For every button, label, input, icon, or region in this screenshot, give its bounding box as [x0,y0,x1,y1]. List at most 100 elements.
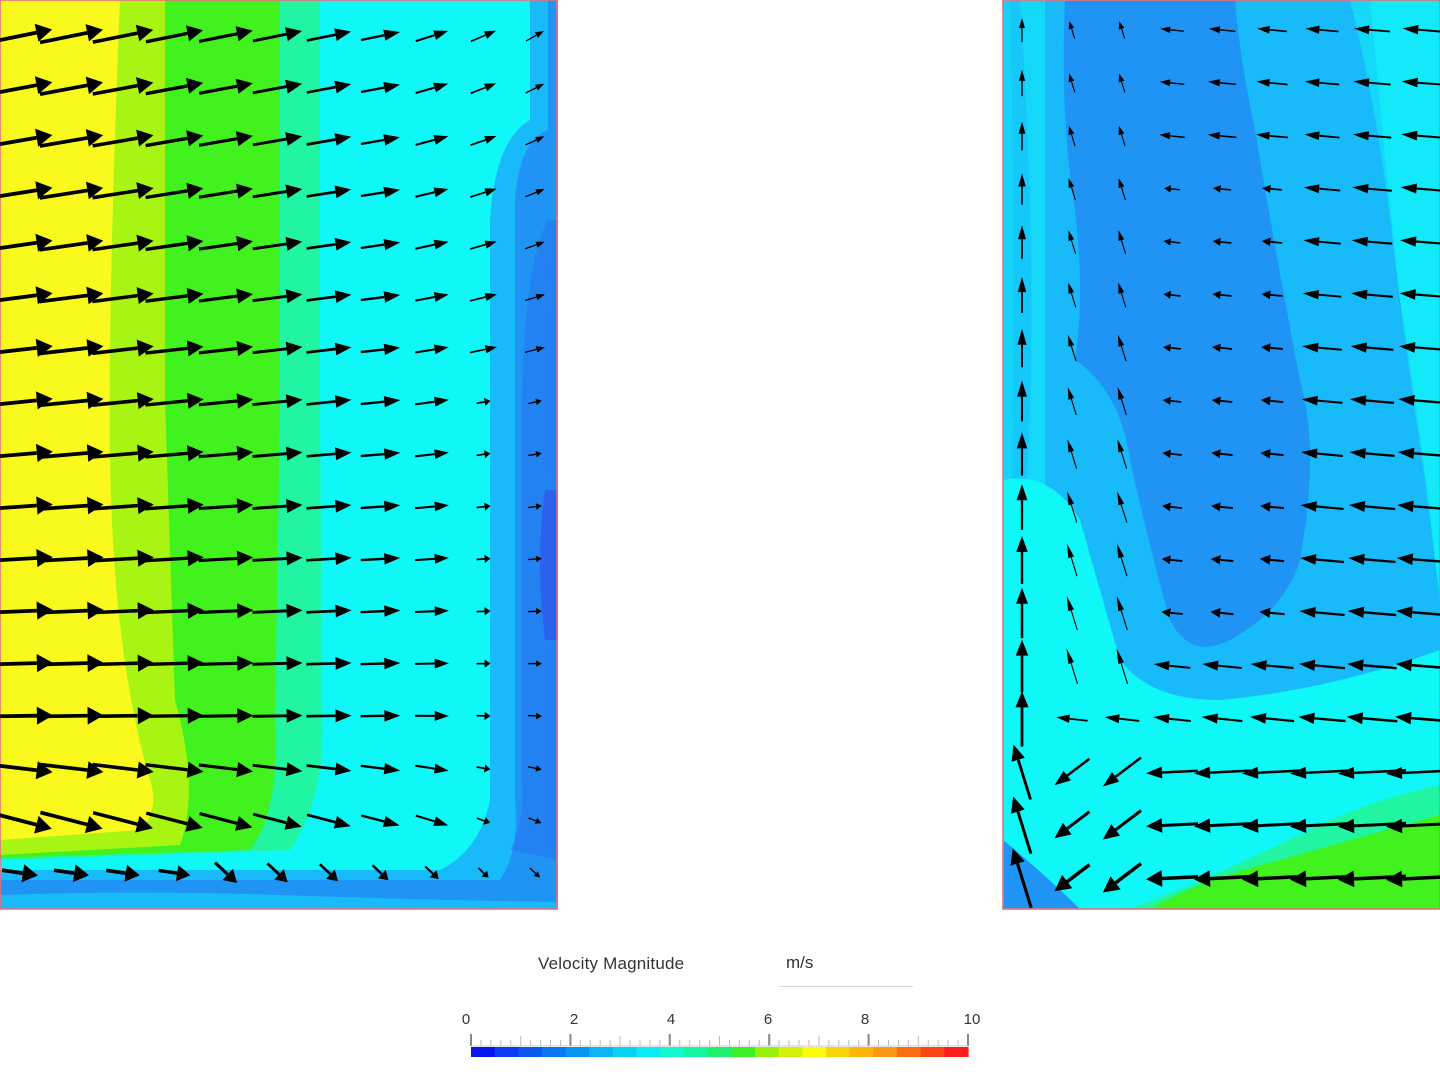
velocity-vector-head [1301,395,1318,406]
left-domain-contour [0,0,558,909]
velocity-vector-shaft [39,83,88,97]
velocity-vector-shaft [1413,505,1440,510]
velocity-vector-head [433,30,449,40]
velocity-vector-shaft [1070,398,1077,416]
velocity-vector-head [86,496,104,515]
velocity-vector-shaft [1170,346,1182,350]
velocity-vector-shaft [1411,663,1440,669]
velocity-vector-shaft [477,867,485,875]
velocity-vector-shaft [1363,611,1397,617]
velocity-vector-head [484,711,491,720]
velocity-vector-shaft [360,191,385,198]
velocity-vector-head [1208,26,1221,34]
velocity-vector-shaft [0,30,37,42]
velocity-vector-shaft [252,85,287,95]
velocity-vector-shaft [198,32,238,43]
velocity-vector-head [35,233,53,252]
velocity-vector-head [236,288,254,304]
velocity-vector-shaft [39,398,88,408]
velocity-vector-head [335,499,352,513]
velocity-vector-head [1386,870,1403,888]
velocity-vector-shaft [1217,664,1243,670]
velocity-vector-head [1118,21,1125,30]
velocity-vector-shaft [1315,611,1345,617]
velocity-vector-head [433,292,449,302]
velocity-vector-head [1399,289,1416,300]
velocity-vector-head [384,710,401,722]
velocity-vector-shaft [1161,874,1199,881]
velocity-vector-shaft [145,609,188,615]
velocity-vector-head [286,499,303,514]
velocity-vector-head [533,871,541,878]
color-bar-segment [873,1047,898,1057]
velocity-vector-head [1353,78,1370,88]
velocity-vector-shaft [1220,399,1233,403]
velocity-vector-head [483,397,491,406]
velocity-vector-shaft [360,34,385,42]
velocity-vector-head [535,555,542,563]
velocity-vector-shaft [92,136,138,148]
velocity-vector-head [186,130,204,147]
color-bar-segment [494,1047,519,1057]
velocity-vector-head [433,135,449,145]
velocity-vector-head [334,185,352,199]
velocity-vector-shaft [1401,822,1440,828]
velocity-vector-head [484,240,497,249]
velocity-vector-shaft [360,609,385,614]
velocity-vector-shaft [476,558,485,561]
velocity-vector-head [87,549,104,567]
color-bar-segment [826,1047,851,1057]
velocity-vector-shaft [1219,135,1237,139]
velocity-vector-head [35,181,53,200]
velocity-vector-head [1104,714,1120,724]
velocity-vector-shaft [524,243,537,250]
velocity-vector-head [1068,125,1075,136]
velocity-vector-head [1348,553,1365,565]
velocity-vector-head [383,396,401,408]
velocity-vector-head [1397,500,1414,513]
velocity-vector-head [222,868,237,883]
velocity-vector-shaft [1270,505,1284,510]
velocity-vector-head [1304,78,1320,87]
velocity-vector-head [1161,608,1171,618]
velocity-vector-shaft [525,139,537,146]
velocity-vector-head [1256,78,1270,87]
velocity-vector-shaft [415,610,435,614]
velocity-vector-shaft [360,243,385,250]
velocity-vector-head [1242,818,1259,833]
velocity-vector-head [335,552,352,565]
velocity-vector-shaft [145,399,188,407]
velocity-vector-shaft [1070,134,1076,147]
velocity-vector-head [334,80,352,94]
velocity-vector-head [285,341,303,356]
velocity-vector-shaft [0,346,38,354]
velocity-vector-shaft [1270,452,1284,457]
velocity-vector-head [1352,131,1370,141]
color-bar-segment [684,1047,709,1057]
velocity-vector-head [481,870,489,878]
velocity-vector-shaft [470,86,486,95]
velocity-vector-head [1118,73,1125,83]
velocity-vector-shaft [371,864,383,875]
velocity-vector-shaft [1316,452,1343,457]
velocity-vector-head [1054,822,1072,839]
velocity-vector-head [1211,396,1221,406]
velocity-vector-shaft [1114,809,1143,831]
legend-unit: m/s [786,953,814,972]
velocity-vector-shaft [1362,716,1398,723]
velocity-vector-shaft [105,868,126,875]
velocity-vector-head [1338,870,1355,888]
velocity-vector-shaft [1120,239,1127,254]
velocity-vector-head [1116,596,1124,612]
velocity-vector-shaft [415,295,435,302]
velocity-vector-shaft [306,764,336,771]
velocity-vector-head [1350,395,1367,406]
velocity-vector-head [1068,21,1075,30]
velocity-vector-shaft [198,242,238,251]
velocity-vector-head [484,450,491,459]
velocity-vector-shaft [360,348,385,354]
velocity-vector-shaft [252,190,287,199]
velocity-vector-head [1162,449,1171,458]
velocity-vector-head [137,602,154,620]
